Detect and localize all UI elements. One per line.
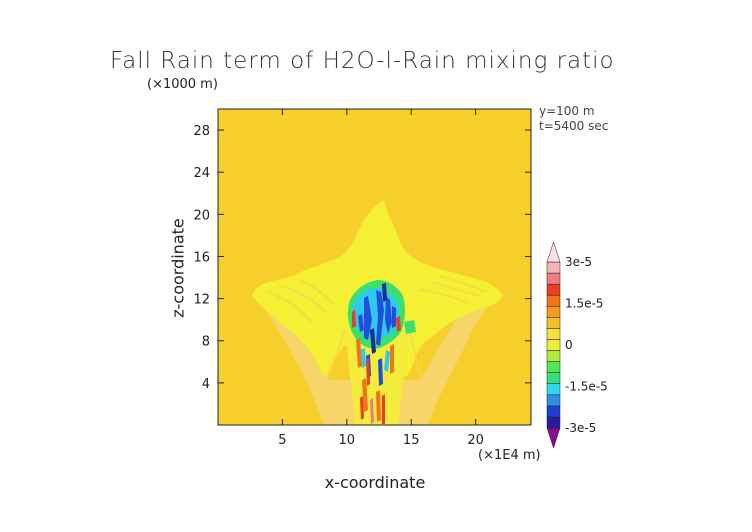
colorbar-swatch <box>546 306 561 318</box>
colorbar-label: -1.5e-5 <box>565 380 608 394</box>
colorbar-swatch <box>546 394 561 407</box>
y-scale-label: (×1000 m) <box>147 77 218 92</box>
annotation-y-position: y=100 m <box>539 104 595 118</box>
colorbar-swatch <box>546 416 561 429</box>
colorbar: 3e-5 1.5e-5 0 -1.5e-5 -3e-5 <box>546 241 608 449</box>
colorbar-max-arrow <box>546 241 561 263</box>
colorbar-swatch <box>546 350 561 362</box>
x-scale-label: (×1E4 m) <box>478 448 541 463</box>
colorbar-swatch <box>546 272 561 285</box>
x-axis-label: x-coordinate <box>324 473 426 492</box>
colorbar-min-arrow <box>546 427 561 449</box>
y-tick-label: 20 <box>193 208 210 223</box>
colorbar-label: 1.5e-5 <box>565 297 603 311</box>
colorbar-swatch <box>546 372 561 384</box>
colorbar-swatch <box>546 294 561 307</box>
colorbar-swatch <box>546 383 561 396</box>
colorbar-swatch <box>546 339 561 351</box>
y-tick-label: 8 <box>202 335 210 350</box>
colorbar-swatch <box>546 405 561 418</box>
colorbar-label: 0 <box>565 338 573 352</box>
colorbar-swatch <box>546 361 561 373</box>
colorbar-swatch <box>546 317 561 329</box>
y-tick-label: 16 <box>193 250 210 265</box>
colorbar-swatch <box>546 328 561 340</box>
x-tick-label: 20 <box>467 433 484 448</box>
y-tick-label: 4 <box>202 377 210 392</box>
plot-frame <box>217 108 532 426</box>
y-axis: 4 8 12 16 20 24 28 <box>193 124 531 392</box>
colorbar-swatch <box>546 261 561 274</box>
x-axis: 5 10 15 20 <box>278 109 484 448</box>
chart-title: Fall Rain term of H2O-l-Rain mixing rati… <box>110 48 615 74</box>
x-tick-label: 10 <box>339 433 356 448</box>
region-core-updraft <box>347 280 416 386</box>
y-tick-label: 12 <box>193 293 210 308</box>
region-positive-halo <box>262 300 495 425</box>
region-rain-shaft <box>352 310 401 424</box>
annotation-time: t=5400 sec <box>539 119 609 133</box>
colorbar-label: -3e-5 <box>565 421 596 435</box>
y-tick-label: 24 <box>193 166 210 181</box>
colorbar-swatch <box>546 283 561 296</box>
field-layer <box>252 200 503 425</box>
x-tick-label: 15 <box>403 433 420 448</box>
plume-streak <box>267 275 487 381</box>
colorbar-label: 3e-5 <box>565 255 592 269</box>
x-tick-label: 5 <box>278 433 286 448</box>
y-tick-label: 28 <box>193 124 210 139</box>
